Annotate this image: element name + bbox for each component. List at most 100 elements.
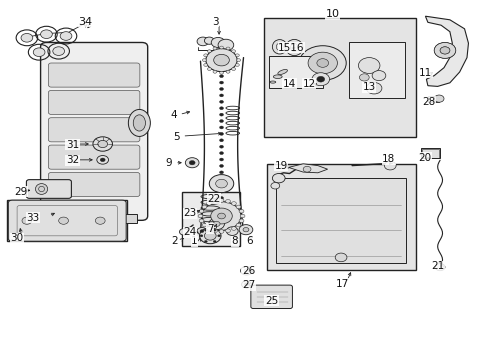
Circle shape: [204, 240, 207, 243]
FancyBboxPatch shape: [48, 63, 140, 87]
Circle shape: [21, 33, 33, 42]
Circle shape: [217, 213, 225, 219]
Circle shape: [219, 145, 223, 148]
Text: 33: 33: [26, 213, 40, 223]
Circle shape: [244, 269, 248, 273]
Circle shape: [98, 140, 107, 148]
Text: 22: 22: [207, 194, 221, 204]
Circle shape: [199, 219, 203, 222]
Circle shape: [231, 227, 236, 230]
Bar: [420, 148, 439, 158]
Circle shape: [213, 240, 216, 243]
Circle shape: [231, 202, 236, 205]
Circle shape: [212, 229, 217, 233]
Circle shape: [218, 39, 233, 51]
Circle shape: [93, 137, 112, 151]
Circle shape: [95, 217, 105, 224]
Circle shape: [236, 205, 241, 209]
Circle shape: [207, 50, 211, 53]
Circle shape: [219, 107, 223, 110]
FancyBboxPatch shape: [8, 200, 126, 241]
Circle shape: [210, 208, 232, 224]
Ellipse shape: [272, 40, 286, 54]
Circle shape: [219, 81, 223, 84]
Circle shape: [303, 166, 310, 172]
Circle shape: [225, 47, 229, 50]
Circle shape: [384, 161, 395, 170]
Circle shape: [219, 100, 223, 103]
Text: 13: 13: [362, 82, 375, 92]
Text: 17: 17: [335, 279, 348, 289]
Circle shape: [371, 71, 385, 81]
Text: 28: 28: [422, 96, 435, 107]
Circle shape: [213, 47, 217, 50]
Circle shape: [204, 229, 207, 231]
Circle shape: [236, 223, 241, 227]
Circle shape: [219, 197, 223, 199]
Bar: [264, 18, 415, 137]
Circle shape: [235, 63, 239, 66]
Circle shape: [240, 214, 244, 218]
Circle shape: [59, 217, 68, 224]
Circle shape: [219, 113, 223, 116]
Circle shape: [270, 183, 279, 189]
Ellipse shape: [269, 81, 275, 83]
Ellipse shape: [128, 109, 150, 136]
Circle shape: [208, 218, 224, 230]
Circle shape: [204, 37, 214, 44]
Circle shape: [219, 210, 223, 212]
Circle shape: [206, 227, 211, 230]
Circle shape: [316, 59, 328, 67]
Bar: [51, 214, 137, 223]
Circle shape: [231, 68, 235, 71]
Text: 4: 4: [170, 110, 177, 120]
Text: 11: 11: [418, 68, 431, 78]
Circle shape: [202, 205, 206, 209]
Circle shape: [217, 235, 220, 237]
Circle shape: [219, 75, 223, 78]
Circle shape: [202, 223, 206, 227]
Circle shape: [433, 42, 455, 58]
Ellipse shape: [36, 184, 48, 194]
Text: 3: 3: [211, 17, 218, 27]
Circle shape: [219, 165, 223, 167]
Bar: [182, 192, 239, 246]
Circle shape: [219, 216, 223, 219]
Circle shape: [209, 175, 233, 193]
Circle shape: [60, 32, 72, 40]
Circle shape: [219, 199, 224, 202]
Circle shape: [311, 73, 329, 86]
Text: 5: 5: [172, 132, 179, 142]
Text: 24: 24: [183, 227, 196, 237]
Circle shape: [219, 171, 223, 174]
Circle shape: [439, 47, 449, 54]
Text: 10: 10: [325, 9, 339, 19]
Ellipse shape: [285, 40, 302, 56]
Circle shape: [215, 179, 227, 188]
Circle shape: [199, 210, 203, 213]
Circle shape: [203, 54, 207, 57]
Circle shape: [299, 46, 346, 80]
Circle shape: [219, 132, 223, 135]
Circle shape: [219, 120, 223, 122]
Circle shape: [358, 58, 379, 73]
Circle shape: [212, 199, 217, 203]
Text: 1: 1: [191, 236, 198, 246]
Circle shape: [335, 253, 346, 262]
Circle shape: [22, 217, 32, 224]
Circle shape: [205, 49, 237, 72]
FancyBboxPatch shape: [41, 42, 147, 220]
Circle shape: [202, 59, 206, 62]
FancyBboxPatch shape: [48, 172, 140, 197]
Polygon shape: [288, 164, 327, 173]
Circle shape: [213, 221, 220, 226]
Circle shape: [231, 50, 235, 53]
Circle shape: [100, 158, 105, 162]
Text: 2: 2: [171, 236, 178, 246]
Text: 27: 27: [241, 280, 255, 290]
Circle shape: [219, 87, 223, 90]
Circle shape: [226, 227, 238, 235]
Circle shape: [243, 228, 248, 232]
Circle shape: [239, 210, 244, 213]
Circle shape: [213, 54, 229, 66]
